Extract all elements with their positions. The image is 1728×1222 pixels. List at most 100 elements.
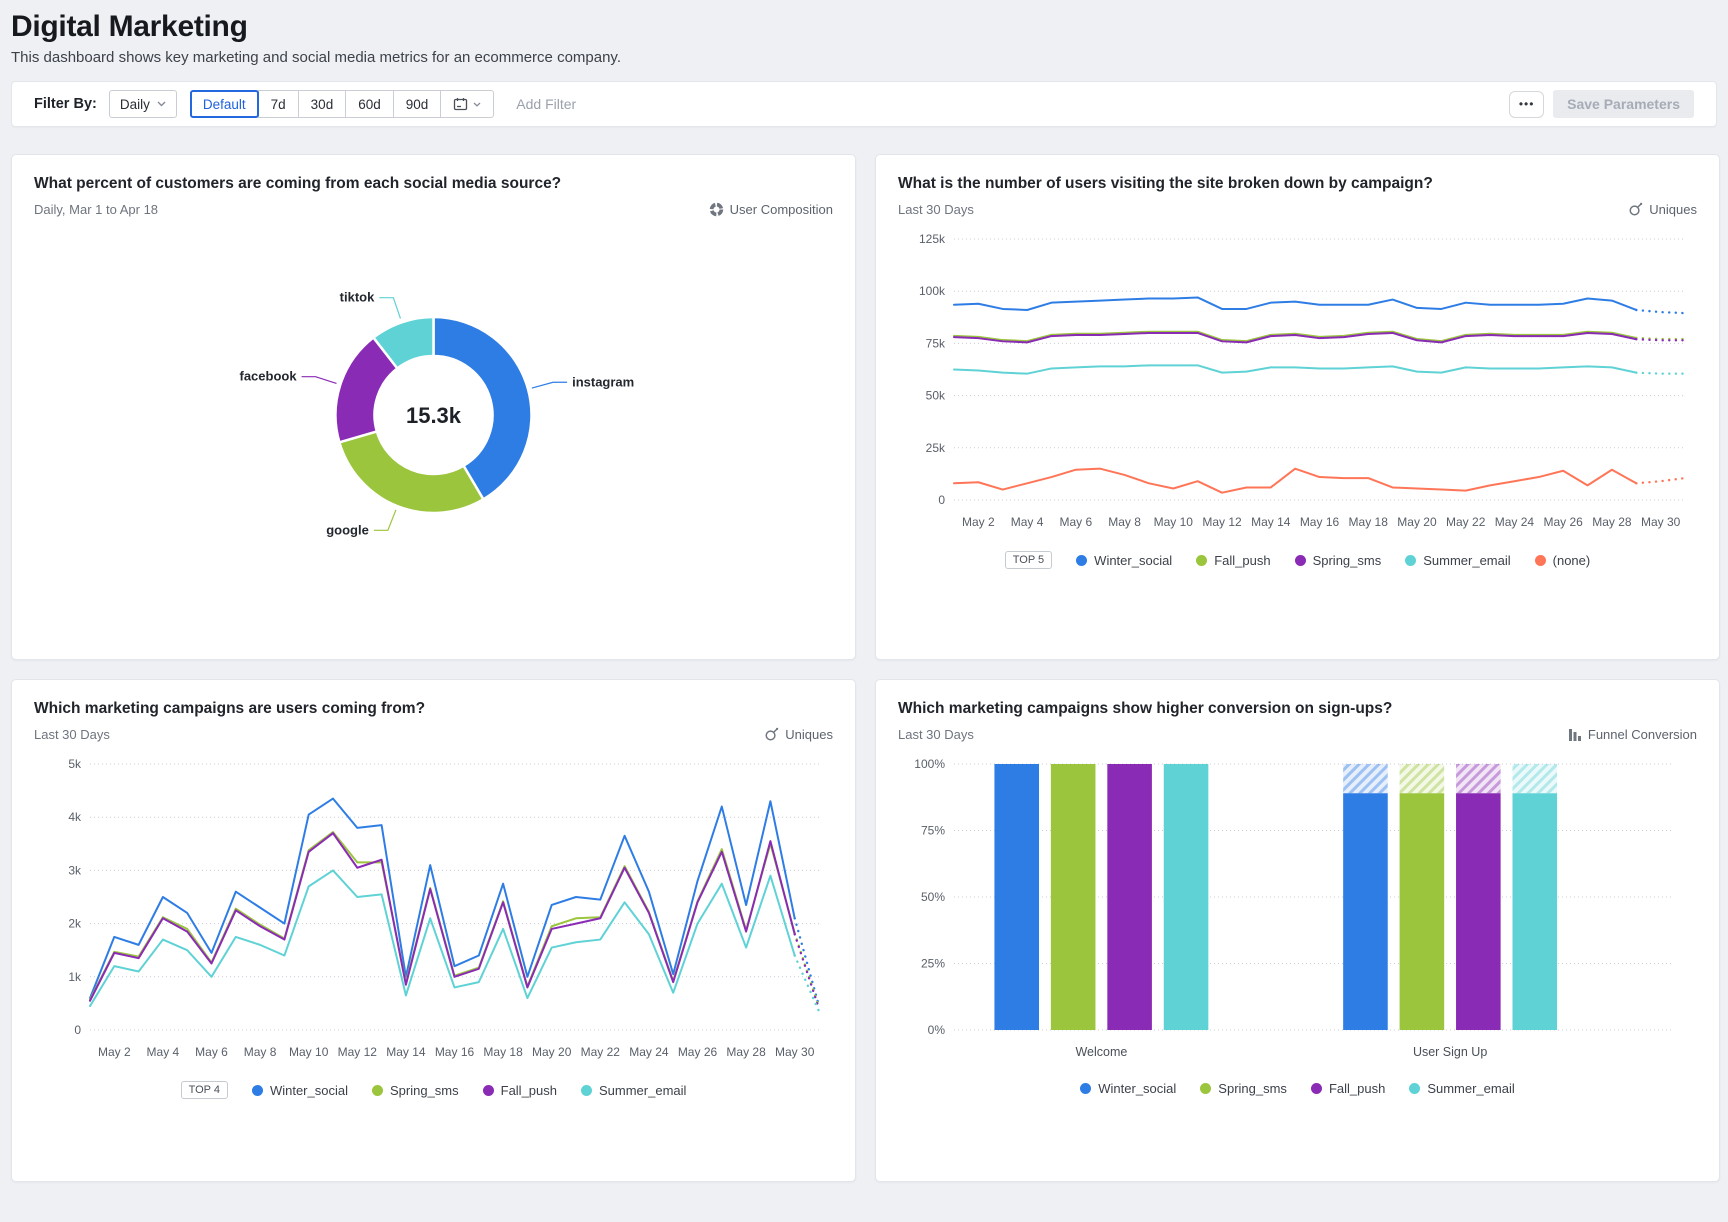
legend-label: (none): [1553, 553, 1591, 568]
legend-item-fall-push[interactable]: Fall_push: [483, 1083, 557, 1098]
svg-text:May 26: May 26: [1543, 515, 1583, 529]
svg-text:3k: 3k: [68, 863, 82, 877]
panel-date-range: Daily, Mar 1 to Apr 18: [34, 202, 158, 217]
panel-title[interactable]: What is the number of users visiting the…: [898, 175, 1697, 193]
metric-type-label: Uniques: [764, 727, 833, 742]
metric-type-label: Funnel Conversion: [1568, 727, 1697, 742]
svg-text:Welcome: Welcome: [1075, 1045, 1127, 1059]
svg-text:May 18: May 18: [483, 1045, 523, 1059]
legend-color-dot: [1080, 1083, 1091, 1094]
svg-text:May 16: May 16: [1300, 515, 1340, 529]
legend-item-fall-push[interactable]: Fall_push: [1311, 1081, 1385, 1096]
donut-chart[interactable]: instagramgooglefacebooktiktok15.3k: [34, 223, 833, 628]
legend-item-summer-email[interactable]: Summer_email: [1409, 1081, 1514, 1096]
filter-by-label: Filter By:: [34, 96, 97, 112]
svg-text:User Sign Up: User Sign Up: [1413, 1045, 1487, 1059]
top-n-badge: TOP 4: [181, 1081, 228, 1099]
legend-item-fall-push[interactable]: Fall_push: [1196, 553, 1270, 568]
svg-text:May 24: May 24: [629, 1045, 669, 1059]
panel-date-range: Last 30 Days: [34, 727, 110, 742]
svg-text:May 12: May 12: [338, 1045, 378, 1059]
calendar-icon: [453, 97, 468, 111]
svg-text:50%: 50%: [921, 890, 945, 904]
range-option-default[interactable]: Default: [190, 90, 259, 118]
legend-item-summer-email[interactable]: Summer_email: [581, 1083, 686, 1098]
legend-item--none-[interactable]: (none): [1535, 553, 1591, 568]
svg-text:instagram: instagram: [572, 374, 634, 389]
date-picker-button[interactable]: [440, 90, 494, 118]
dashboard-page: Digital Marketing This dashboard shows k…: [0, 10, 1728, 1182]
panel-date-range: Last 30 Days: [898, 727, 974, 742]
legend-label: Summer_email: [599, 1083, 686, 1098]
svg-text:May 28: May 28: [1592, 515, 1632, 529]
donut-chart-icon: [709, 202, 724, 217]
funnel-bar-chart[interactable]: 0%25%50%75%100%WelcomeUser Sign Up: [898, 748, 1697, 1073]
svg-text:May 6: May 6: [1059, 515, 1092, 529]
metric-type-label: User Composition: [709, 202, 833, 217]
legend-item-winter-social[interactable]: Winter_social: [252, 1083, 348, 1098]
save-parameters-button[interactable]: Save Parameters: [1553, 90, 1694, 118]
svg-text:tiktok: tiktok: [340, 290, 375, 305]
range-option-90d[interactable]: 90d: [393, 90, 442, 118]
svg-text:May 4: May 4: [147, 1045, 180, 1059]
legend-label: Fall_push: [1214, 553, 1270, 568]
svg-text:May 10: May 10: [1154, 515, 1194, 529]
legend-item-summer-email[interactable]: Summer_email: [1405, 553, 1510, 568]
range-option-30d[interactable]: 30d: [298, 90, 347, 118]
svg-text:May 4: May 4: [1011, 515, 1044, 529]
legend-color-dot: [581, 1085, 592, 1096]
panel-title[interactable]: Which marketing campaigns show higher co…: [898, 700, 1697, 718]
range-option-60d[interactable]: 60d: [345, 90, 394, 118]
legend-color-dot: [1295, 555, 1306, 566]
date-range-segmented: Default7d30d60d90d: [190, 90, 494, 118]
chart-legend: TOP 5 Winter_social Fall_push Spring_sms Sum…: [898, 551, 1697, 569]
top-n-badge: TOP 5: [1005, 551, 1052, 569]
svg-text:125k: 125k: [919, 232, 946, 246]
svg-text:May 28: May 28: [726, 1045, 766, 1059]
add-filter-button[interactable]: Add Filter: [510, 95, 582, 113]
svg-text:May 20: May 20: [1397, 515, 1437, 529]
legend-label: Spring_sms: [1218, 1081, 1287, 1096]
svg-text:25k: 25k: [926, 441, 946, 455]
svg-text:May 14: May 14: [1251, 515, 1291, 529]
legend-item-spring-sms[interactable]: Spring_sms: [1200, 1081, 1287, 1096]
line-chart-campaigns[interactable]: 01k2k3k4k5kMay 2May 4May 6May 8May 10May…: [34, 748, 833, 1073]
interval-dropdown-value: Daily: [120, 97, 150, 112]
svg-text:5k: 5k: [68, 757, 82, 771]
panel-title[interactable]: Which marketing campaigns are users comi…: [34, 700, 833, 718]
svg-text:0: 0: [74, 1023, 81, 1037]
legend-color-dot: [1535, 555, 1546, 566]
uniques-icon: [764, 727, 779, 742]
svg-text:0: 0: [938, 493, 945, 507]
legend-label: Fall_push: [501, 1083, 557, 1098]
legend-item-winter-social[interactable]: Winter_social: [1076, 553, 1172, 568]
legend-item-spring-sms[interactable]: Spring_sms: [372, 1083, 459, 1098]
svg-text:May 2: May 2: [962, 515, 995, 529]
svg-text:facebook: facebook: [239, 369, 297, 384]
more-options-button[interactable]: •••: [1509, 91, 1544, 118]
legend-label: Winter_social: [1098, 1081, 1176, 1096]
legend-color-dot: [483, 1085, 494, 1096]
range-option-7d[interactable]: 7d: [258, 90, 299, 118]
svg-text:May 16: May 16: [435, 1045, 475, 1059]
legend-label: Summer_email: [1423, 553, 1510, 568]
legend-color-dot: [252, 1085, 263, 1096]
legend-label: Winter_social: [1094, 553, 1172, 568]
chart-legend: Winter_social Spring_sms Fall_push Summer_e…: [898, 1081, 1697, 1096]
legend-item-winter-social[interactable]: Winter_social: [1080, 1081, 1176, 1096]
interval-dropdown[interactable]: Daily: [109, 90, 177, 118]
legend-label: Winter_social: [270, 1083, 348, 1098]
panel-funnel-conversion: Which marketing campaigns show higher co…: [875, 679, 1720, 1182]
svg-text:75%: 75%: [921, 824, 945, 838]
panel-user-composition: What percent of customers are coming fro…: [11, 154, 856, 660]
chevron-down-icon: [157, 101, 166, 107]
panel-title[interactable]: What percent of customers are coming fro…: [34, 175, 833, 193]
legend-item-spring-sms[interactable]: Spring_sms: [1295, 553, 1382, 568]
svg-text:May 26: May 26: [678, 1045, 718, 1059]
svg-text:50k: 50k: [926, 389, 946, 403]
line-chart-users-by-campaign[interactable]: 025k50k75k100k125kMay 2May 4May 6May 8Ma…: [898, 223, 1697, 543]
panel-date-range: Last 30 Days: [898, 202, 974, 217]
svg-text:4k: 4k: [68, 810, 82, 824]
svg-text:0%: 0%: [928, 1023, 946, 1037]
svg-text:May 30: May 30: [1641, 515, 1681, 529]
